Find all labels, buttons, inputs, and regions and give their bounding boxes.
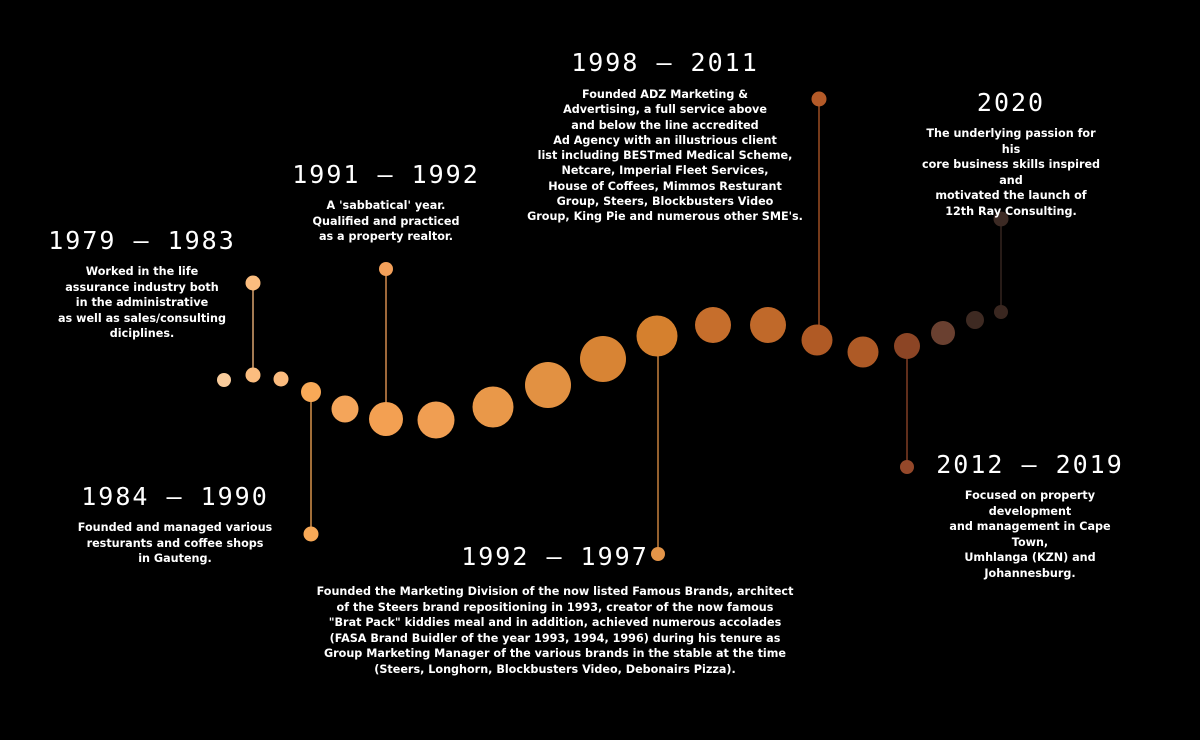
timeline-dot: [931, 321, 955, 345]
period-description: The underlying passion for his core busi…: [921, 127, 1101, 218]
period-1979-1983: 1979 – 1983 Worked in the life assurance…: [48, 226, 236, 342]
period-2020: 2020 The underlying passion for his core…: [917, 88, 1106, 219]
timeline-dot: [369, 402, 403, 436]
connector-tip-dot: [303, 526, 319, 542]
period-1992-1997: 1992 – 1997 Founded the Marketing Divisi…: [317, 542, 794, 677]
timeline-dot: [966, 311, 984, 329]
period-year: 1991 – 1992: [292, 160, 480, 189]
period-year: 1998 – 2011: [571, 48, 759, 77]
period-year: 1992 – 1997: [461, 542, 649, 571]
period-year: 2012 – 2019: [936, 450, 1124, 479]
connector-lines: [252, 99, 1002, 554]
period-description: Founded and managed various resturants a…: [77, 521, 273, 565]
connector-tip-dot: [811, 91, 827, 107]
period-description: Founded ADZ Marketing & Advertising, a f…: [527, 88, 803, 224]
connector-tips: [245, 91, 1009, 561]
period-1984-1990: 1984 – 1990 Founded and managed various …: [78, 482, 272, 567]
timeline-dot: [994, 305, 1008, 319]
connector-tip-dot: [245, 275, 261, 291]
timeline-dot: [525, 362, 571, 408]
period-description: A 'sabbatical' year. Qualified and pract…: [312, 199, 460, 243]
timeline-dot: [750, 307, 786, 343]
timeline-dot: [417, 401, 455, 439]
connector-tip-dot: [379, 262, 393, 276]
period-1991-1992: 1991 – 1992 A 'sabbatical' year. Qualifi…: [292, 160, 480, 245]
timeline-dot: [636, 315, 678, 357]
period-description: Worked in the life assurance industry bo…: [58, 265, 226, 340]
period-2012-2019: 2012 – 2019 Focused on property developm…: [936, 450, 1124, 581]
connector-tip-dot: [651, 547, 665, 561]
timeline-dot: [894, 333, 920, 359]
timeline-dot: [245, 367, 261, 383]
timeline-dot: [580, 336, 626, 382]
timeline-dot: [273, 371, 289, 387]
timeline-dots: [217, 305, 1008, 439]
connector-tip-dot: [900, 460, 914, 474]
period-year: 1979 – 1983: [48, 226, 236, 255]
connector-tip-dot: [993, 211, 1009, 227]
timeline-dot: [217, 373, 231, 387]
period-description: Focused on property development and mana…: [949, 489, 1111, 580]
timeline-dot: [847, 336, 879, 368]
timeline-dot: [695, 307, 731, 343]
period-description: Founded the Marketing Division of the no…: [316, 585, 794, 676]
timeline-dot: [301, 382, 321, 402]
period-year: 1984 – 1990: [81, 482, 269, 511]
timeline-dot: [472, 386, 514, 428]
period-year: 2020: [976, 88, 1046, 117]
timeline-dot: [801, 324, 833, 356]
timeline-dot: [331, 395, 359, 423]
period-1998-2011: 1998 – 2011 Founded ADZ Marketing & Adve…: [527, 48, 803, 225]
